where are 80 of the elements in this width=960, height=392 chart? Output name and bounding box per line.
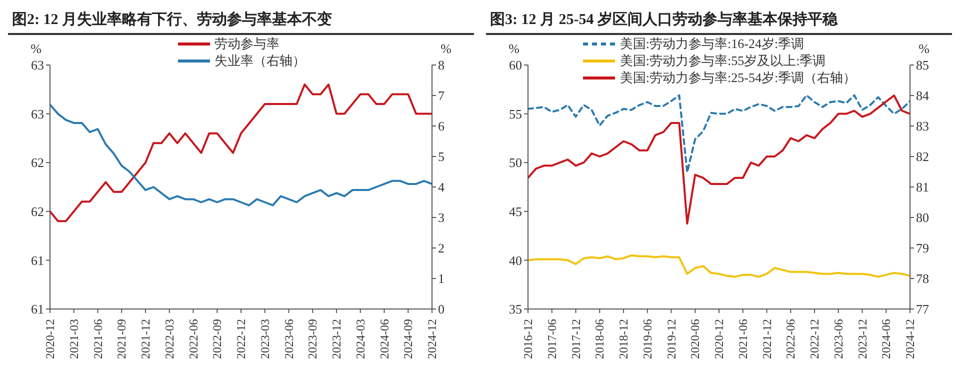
legend-label: 失业率（右轴）: [214, 52, 306, 70]
x-tick-label: 2021-09: [114, 319, 129, 359]
y-tick-label: 35: [509, 302, 522, 317]
legend-label: 劳动参与率: [214, 34, 280, 52]
y2-tick-label: 82: [916, 149, 929, 164]
line-series: [528, 254, 910, 278]
y2-axis-title: %: [918, 41, 930, 56]
y-tick-label: 40: [509, 252, 522, 268]
x-tick-label: 2021-12: [138, 319, 152, 359]
x-tick-label: 2022-03: [162, 319, 176, 359]
y2-tick-label: 83: [916, 118, 929, 134]
y2-tick-label: 84: [916, 88, 930, 104]
legend-label: 美国:劳动力参与率:16-24岁:季调: [620, 34, 804, 52]
x-tick-label: 2017-12: [568, 319, 583, 359]
legend-label: 美国:劳动力参与率:25-54岁:季调（右轴）: [620, 68, 856, 86]
x-tick-label: 2022-09: [210, 319, 224, 359]
chart-title: 图2: 12 月失业率略有下行、劳动参与率基本不变: [8, 8, 474, 35]
x-tick-label: 2021-12: [760, 319, 774, 359]
x-tick-label: 2023-12: [330, 319, 344, 359]
x-tick-label: 2022-06: [784, 319, 798, 359]
y-tick-label: 60: [509, 58, 522, 73]
x-tick-label: 2021-06: [736, 319, 750, 359]
y-tick-label: 63: [31, 58, 44, 73]
y-axis-title: %: [30, 41, 42, 56]
y2-tick-label: 1: [438, 271, 444, 286]
x-tick-label: 2024-09: [401, 319, 416, 359]
x-tick-label: 2024-12: [903, 319, 917, 359]
y2-tick-label: 79: [916, 240, 929, 256]
y2-tick-label: 80: [916, 210, 929, 226]
x-tick-label: 2023-09: [306, 319, 320, 359]
x-tick-label: 2018-06: [592, 319, 607, 359]
x-tick-label: 2016-12: [521, 319, 535, 359]
y-tick-label: 62: [31, 155, 44, 170]
line-series: [528, 94, 910, 225]
x-tick-label: 2024-06: [879, 319, 894, 359]
x-tick-label: 2023-06: [831, 319, 846, 359]
x-tick-label: 2021-03: [66, 319, 81, 359]
x-tick-label: 2022-06: [186, 319, 200, 359]
line-series: [50, 84, 432, 222]
y2-tick-label: 8: [438, 58, 444, 73]
y2-tick-label: 2: [438, 240, 444, 256]
y2-axis-title: %: [440, 41, 452, 56]
x-tick-label: 2018-12: [616, 319, 630, 359]
chart-title: 图3: 12 月 25-54 岁区间人口劳动参与率基本保持平稳: [486, 8, 952, 35]
y2-tick-label: 85: [916, 58, 929, 73]
y-tick-label: 61: [31, 252, 44, 268]
line-series: [528, 94, 910, 174]
legend-label: 美国:劳动力参与率:55岁及以上:季调: [620, 52, 826, 70]
x-tick-label: 2020-12: [43, 319, 57, 359]
x-tick-label: 2023-12: [855, 319, 870, 359]
x-tick-label: 2022-12: [234, 319, 248, 359]
y-tick-label: 62: [31, 204, 44, 220]
x-tick-label: 2019-06: [640, 319, 654, 359]
y2-tick-label: 4: [438, 180, 445, 195]
x-tick-label: 2019-12: [664, 319, 678, 359]
y-tick-label: 45: [509, 204, 522, 220]
x-tick-label: 2024-03: [353, 319, 368, 359]
line-series: [50, 104, 432, 206]
y-tick-label: 61: [31, 302, 44, 317]
x-tick-label: 2017-06: [544, 319, 559, 359]
y-tick-label: 63: [31, 106, 44, 122]
x-tick-label: 2022-12: [808, 319, 822, 359]
y2-tick-label: 3: [438, 210, 444, 226]
x-tick-label: 2020-12: [712, 319, 726, 359]
x-tick-label: 2024-06: [377, 319, 392, 359]
y2-tick-label: 6: [438, 118, 445, 134]
y2-tick-label: 78: [916, 271, 929, 286]
y-tick-label: 50: [509, 155, 522, 170]
x-tick-label: 2024-12: [425, 319, 439, 359]
y2-tick-label: 5: [438, 149, 444, 164]
y2-tick-label: 77: [916, 302, 930, 317]
x-tick-label: 2023-06: [282, 319, 296, 359]
x-tick-label: 2020-06: [688, 319, 702, 359]
x-tick-label: 2021-06: [90, 319, 105, 359]
y2-tick-label: 0: [438, 302, 444, 317]
y2-tick-label: 7: [438, 88, 445, 104]
y2-tick-label: 81: [916, 180, 929, 195]
y-axis-title: %: [508, 41, 520, 56]
x-tick-label: 2023-03: [258, 319, 272, 359]
y-tick-label: 55: [509, 106, 522, 122]
